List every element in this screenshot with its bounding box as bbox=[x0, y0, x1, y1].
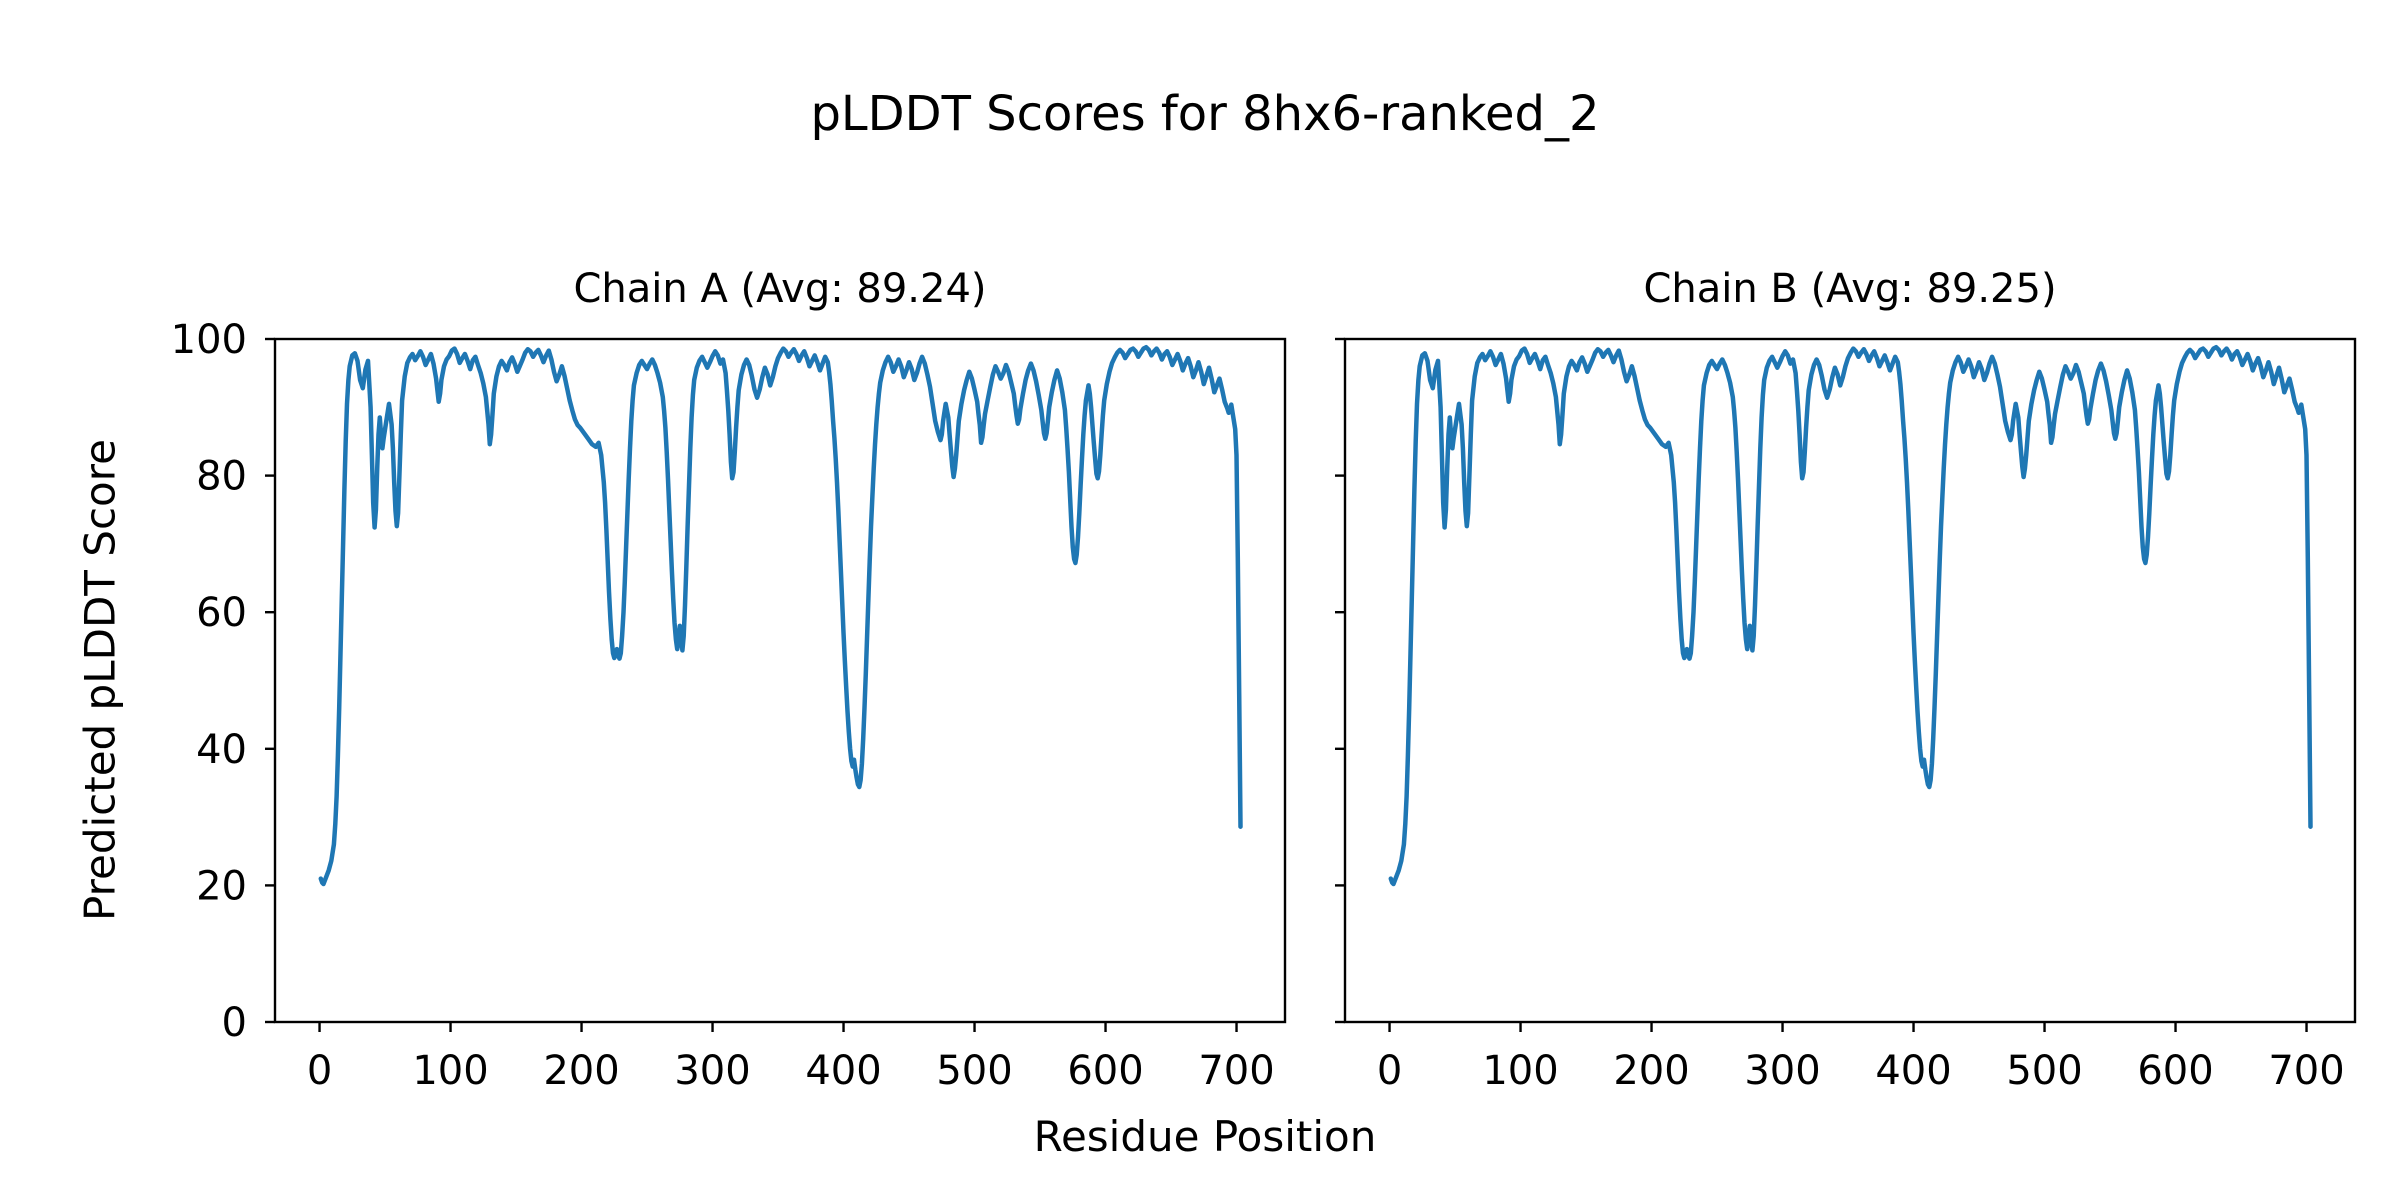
y-tick-label: 100 bbox=[171, 317, 247, 363]
x-tick-label: 500 bbox=[936, 1048, 1012, 1094]
y-tick-label: 0 bbox=[222, 1000, 247, 1046]
y-tick-label: 40 bbox=[196, 727, 247, 773]
x-tick-label: 500 bbox=[2006, 1048, 2082, 1094]
subplot-title-chain-a: Chain A (Avg: 89.24) bbox=[573, 266, 987, 312]
x-tick-label: 200 bbox=[543, 1048, 619, 1094]
y-tick-label: 80 bbox=[196, 454, 247, 500]
plddt-line-chain-a bbox=[318, 344, 1243, 887]
axes-chain-b: 0 100 200 300 400 500 600 700 bbox=[1335, 337, 2357, 1094]
y-tick-label: 60 bbox=[196, 590, 247, 636]
x-tick-label: 0 bbox=[1377, 1048, 1402, 1094]
axes-frame-chain-a bbox=[273, 337, 1287, 1024]
x-tick-label: 700 bbox=[1198, 1048, 1274, 1094]
x-tick-label: 600 bbox=[1067, 1048, 1143, 1094]
y-tick-label: 20 bbox=[196, 863, 247, 909]
x-tick-label: 700 bbox=[2268, 1048, 2344, 1094]
x-tick-label: 600 bbox=[2137, 1048, 2213, 1094]
x-tick-label: 400 bbox=[1875, 1048, 1951, 1094]
axes-frame-chain-b bbox=[1343, 337, 2357, 1024]
x-tick-label: 100 bbox=[1482, 1048, 1558, 1094]
x-tick-label: 100 bbox=[412, 1048, 488, 1094]
axes-chain-a: 0 100 200 300 400 500 600 700 0 20 40 60 80 100 bbox=[171, 317, 1287, 1094]
x-tick-label: 400 bbox=[805, 1048, 881, 1094]
x-tick-label: 0 bbox=[307, 1048, 332, 1094]
x-axis-label: Residue Position bbox=[1033, 1112, 1377, 1161]
x-tick-label: 300 bbox=[674, 1048, 750, 1094]
plddt-line-chain-b bbox=[1388, 344, 2313, 887]
x-tick-label: 200 bbox=[1613, 1048, 1689, 1094]
figure-title: pLDDT Scores for 8hx6-ranked_2 bbox=[810, 86, 1600, 142]
x-tick-label: 300 bbox=[1744, 1048, 1820, 1094]
subplot-title-chain-b: Chain B (Avg: 89.25) bbox=[1643, 266, 2057, 312]
